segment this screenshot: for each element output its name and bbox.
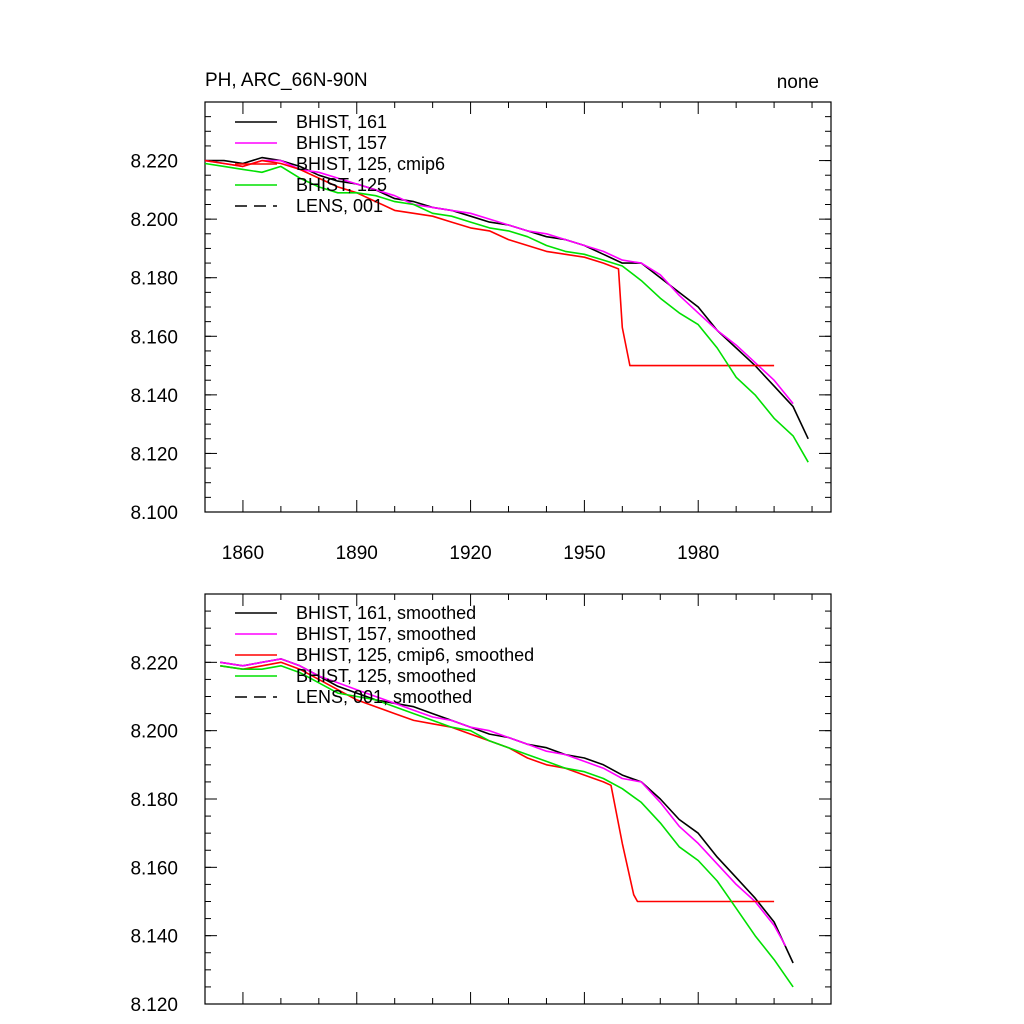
- series-lines: [220, 658, 794, 988]
- legend-label: LENS, 001: [296, 196, 383, 216]
- y-tick-label: 8.100: [130, 503, 178, 524]
- y-tick-label: 8.220: [130, 152, 178, 173]
- series-lines: [204, 156, 809, 463]
- series-line-3: [220, 661, 775, 903]
- y-tick-label: 8.160: [130, 858, 178, 879]
- y-tick-label: 8.220: [130, 653, 178, 674]
- top-plot-panel: PH, ARC_66N-90N none 8.100 8.120 8.140 8.16…: [130, 70, 832, 564]
- y-tick-label: 8.180: [130, 790, 178, 811]
- series-line-2: [220, 658, 787, 947]
- x-tick-label: 1890: [336, 543, 378, 564]
- legend-label: BHIST, 125, smoothed: [296, 666, 476, 686]
- y-tick-label: 8.200: [130, 722, 178, 743]
- legend-label: LENS, 001, smoothed: [296, 687, 472, 707]
- bottom-plot-panel: 8.120 8.140 8.160 8.180 8.200 8.220 BHIST, 16…: [130, 593, 832, 1016]
- legend-label: BHIST, 157: [296, 133, 387, 153]
- legend-label: BHIST, 125, cmip6, smoothed: [296, 645, 534, 665]
- legend-label: BHIST, 125: [296, 175, 387, 195]
- y-tick-label: 8.140: [130, 927, 178, 948]
- x-tick-label: 1860: [222, 543, 264, 564]
- x-tick-label: 1920: [449, 543, 491, 564]
- axis-ticks: 8.100 8.120 8.140 8.160 8.180 8.200 8.220 1860 1…: [130, 101, 831, 564]
- series-line-4: [220, 664, 794, 988]
- plot-title-right: none: [777, 72, 819, 93]
- legend-label: BHIST, 161: [296, 112, 387, 132]
- y-tick-label: 8.140: [130, 386, 178, 407]
- y-tick-label: 8.120: [130, 444, 178, 465]
- legend-label: BHIST, 125, cmip6: [296, 154, 445, 174]
- y-tick-label: 8.160: [130, 327, 178, 348]
- plot-title-left: PH, ARC_66N-90N: [205, 70, 368, 91]
- legend-label: BHIST, 161, smoothed: [296, 603, 476, 623]
- series-line-3: [204, 159, 775, 367]
- series-line-4: [204, 162, 809, 463]
- series-line-2: [204, 159, 794, 405]
- y-tick-label: 8.200: [130, 210, 178, 231]
- legend-label: BHIST, 157, smoothed: [296, 624, 476, 644]
- axis-ticks: 8.120 8.140 8.160 8.180 8.200 8.220: [130, 593, 831, 1016]
- y-tick-label: 8.120: [130, 995, 178, 1016]
- x-tick-label: 1980: [677, 543, 719, 564]
- y-tick-label: 8.180: [130, 269, 178, 290]
- x-tick-label: 1950: [563, 543, 605, 564]
